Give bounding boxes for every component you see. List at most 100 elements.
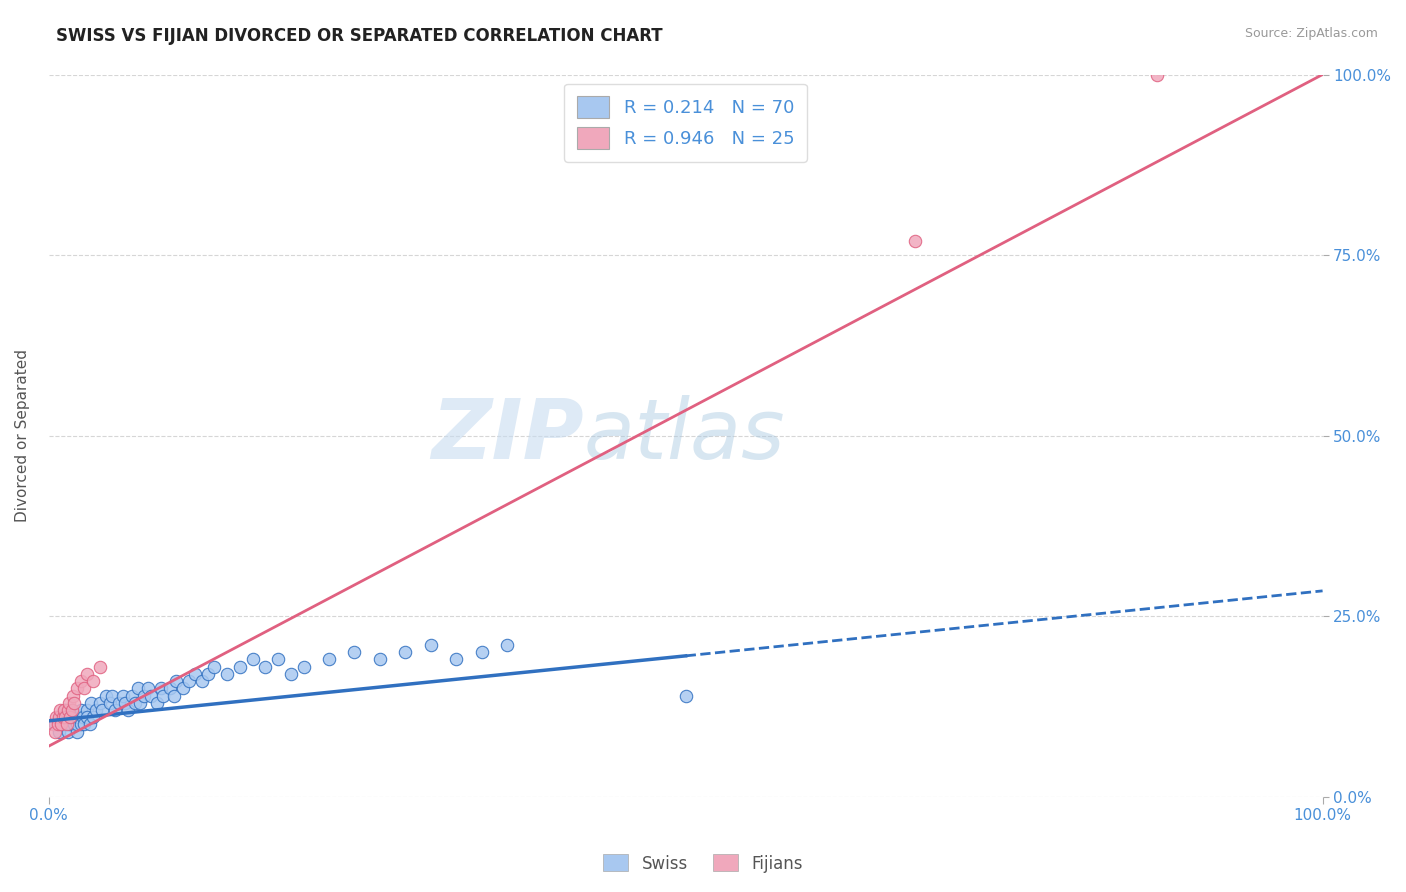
Point <box>80 696 103 710</box>
Point <box>229 659 252 673</box>
Point <box>66 724 89 739</box>
Point <box>44 717 66 731</box>
Point <box>63 696 86 710</box>
Point <box>159 681 181 696</box>
Point <box>56 724 79 739</box>
Point <box>55 717 77 731</box>
Point <box>67 710 90 724</box>
Point <box>44 724 66 739</box>
Point <box>60 703 83 717</box>
Point <box>197 667 219 681</box>
Point <box>190 674 212 689</box>
Point <box>58 696 80 710</box>
Point <box>89 659 111 673</box>
Point <box>419 638 441 652</box>
Point <box>79 717 101 731</box>
Point <box>69 717 91 731</box>
Point <box>117 703 139 717</box>
Point <box>63 717 86 731</box>
Point <box>162 689 184 703</box>
Point <box>56 710 79 724</box>
Point <box>53 703 76 717</box>
Point <box>267 652 290 666</box>
Point <box>62 689 84 703</box>
Point <box>127 681 149 696</box>
Point <box>394 645 416 659</box>
Point <box>104 703 127 717</box>
Point <box>202 659 225 673</box>
Point <box>48 710 70 724</box>
Text: ZIP: ZIP <box>432 395 583 476</box>
Legend: Swiss, Fijians: Swiss, Fijians <box>596 847 810 880</box>
Point <box>76 667 98 681</box>
Point <box>53 703 76 717</box>
Point <box>318 652 340 666</box>
Point <box>51 717 73 731</box>
Point <box>101 689 124 703</box>
Text: atlas: atlas <box>583 395 786 476</box>
Text: SWISS VS FIJIAN DIVORCED OR SEPARATED CORRELATION CHART: SWISS VS FIJIAN DIVORCED OR SEPARATED CO… <box>56 27 662 45</box>
Point <box>165 674 187 689</box>
Point <box>108 696 131 710</box>
Point <box>53 717 76 731</box>
Point <box>69 703 91 717</box>
Point <box>177 674 200 689</box>
Point <box>242 652 264 666</box>
Point <box>343 645 366 659</box>
Point <box>82 674 104 689</box>
Point <box>1146 68 1168 82</box>
Point <box>73 681 96 696</box>
Point <box>41 717 63 731</box>
Point <box>496 638 519 652</box>
Point <box>72 710 94 724</box>
Point <box>60 710 83 724</box>
Point <box>146 696 169 710</box>
Point <box>48 724 70 739</box>
Point <box>217 667 239 681</box>
Point <box>52 710 75 724</box>
Text: Source: ZipAtlas.com: Source: ZipAtlas.com <box>1244 27 1378 40</box>
Point <box>114 696 136 710</box>
Point <box>82 710 104 724</box>
Point <box>63 710 86 724</box>
Point <box>89 696 111 710</box>
Point <box>56 703 79 717</box>
Point <box>111 689 134 703</box>
Point <box>59 717 82 731</box>
Point <box>49 703 72 717</box>
Point <box>73 717 96 731</box>
Point <box>66 681 89 696</box>
Point <box>152 689 174 703</box>
Point <box>59 710 82 724</box>
Point <box>124 696 146 710</box>
Point <box>904 234 927 248</box>
Point <box>184 667 207 681</box>
Point <box>76 710 98 724</box>
Point <box>471 645 494 659</box>
Point <box>60 703 83 717</box>
Point <box>46 717 69 731</box>
Point <box>134 689 156 703</box>
Point <box>149 681 172 696</box>
Point <box>53 710 76 724</box>
Point <box>98 696 121 710</box>
Point <box>292 659 315 673</box>
Y-axis label: Divorced or Separated: Divorced or Separated <box>15 349 30 522</box>
Point <box>675 689 697 703</box>
Point <box>69 674 91 689</box>
Point <box>446 652 468 666</box>
Point <box>66 717 89 731</box>
Point <box>45 710 67 724</box>
Point <box>94 689 117 703</box>
Point <box>280 667 302 681</box>
Point <box>76 703 98 717</box>
Point <box>254 659 277 673</box>
Point <box>368 652 391 666</box>
Point <box>139 689 162 703</box>
Point <box>91 703 114 717</box>
Point <box>172 681 194 696</box>
Point <box>121 689 143 703</box>
Point <box>129 696 152 710</box>
Point <box>51 710 73 724</box>
Legend: R = 0.214   N = 70, R = 0.946   N = 25: R = 0.214 N = 70, R = 0.946 N = 25 <box>564 84 807 162</box>
